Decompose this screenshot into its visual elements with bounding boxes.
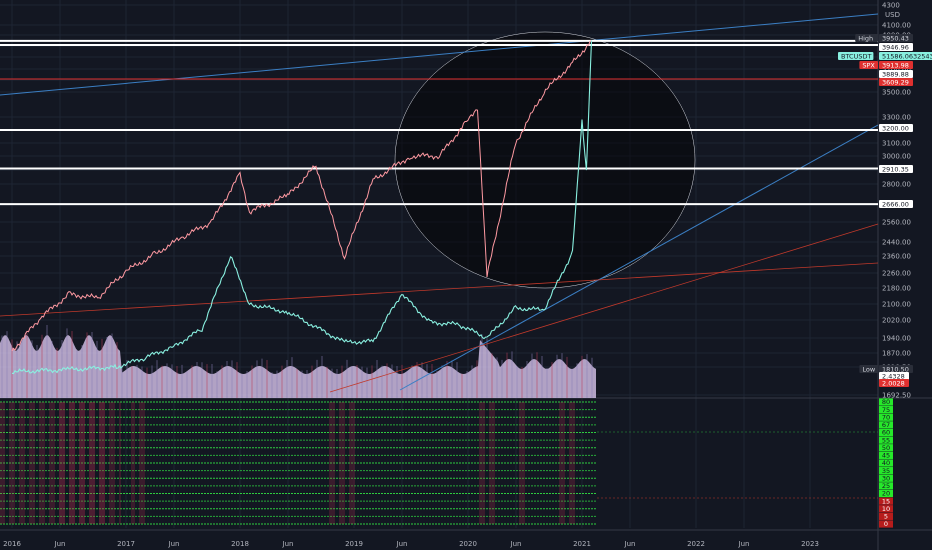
price-tag-value: 3609.29: [882, 78, 909, 86]
oscillator-tick-label: 0: [884, 520, 888, 528]
time-tick-label: 2017: [117, 540, 135, 548]
time-axis[interactable]: 2016 Jun 2017 Jun 2018 Jun 2019 Jun 2020 Jun 2021 J…: [3, 540, 819, 548]
price-tick-label: 3000.00: [882, 153, 911, 161]
price-tick-label: 2020.00: [882, 317, 911, 325]
oscillator-tick-label: 25: [882, 482, 890, 490]
price-tick-label: 3500.00: [882, 89, 911, 97]
oscillator-tick-label: 20: [882, 490, 890, 498]
horizontal-levels: [0, 39, 878, 206]
oscillator-tick-label: 15: [882, 497, 890, 505]
price-tag-value: 2666.00: [882, 200, 909, 208]
oscillator-tick-label: 55: [882, 436, 890, 444]
oscillator-tick-label: 50: [882, 444, 890, 452]
oscillator-pane: [0, 401, 878, 525]
price-tag-label: High: [858, 34, 873, 42]
oscillator-tick-label: 35: [882, 467, 890, 475]
oscillator-tick-label: 80: [882, 398, 890, 406]
price-tag-value: 3200.00: [882, 124, 909, 132]
oscillator-tick-label: 67: [882, 421, 890, 429]
oscillator-tick-label: 70: [882, 413, 890, 421]
time-tick-label: Jun: [738, 540, 750, 548]
price-tag-white: 2910.35: [879, 165, 913, 173]
price-tag-red: 3609.29: [879, 78, 913, 86]
time-tick-label: 2016: [3, 540, 21, 548]
price-tag-white: 3200.00: [879, 124, 913, 132]
price-tick-label: 2260.00: [882, 270, 911, 278]
price-tag-white: 3946.96: [879, 43, 913, 51]
price-tag-label: Low: [862, 365, 875, 373]
time-tick-label: Jun: [54, 540, 66, 548]
oscillator-tick-label: 60: [882, 429, 890, 437]
time-tick-label: 2019: [345, 540, 363, 548]
oscillator-tick-label: 75: [882, 406, 890, 414]
price-series: [11, 40, 593, 375]
price-tick-label: 2800.00: [882, 181, 911, 189]
price-tag-value: 3950.43: [882, 34, 909, 42]
time-tick-label: 2018: [231, 540, 249, 548]
time-tick-label: 2022: [687, 540, 705, 548]
price-tag-label: SPX: [862, 61, 875, 69]
price-tag-white: 3889.88: [879, 70, 913, 78]
time-tick-label: Jun: [396, 540, 408, 548]
price-tag-red: 2.0028: [879, 379, 909, 387]
price-tick-label: 2180.00: [882, 285, 911, 293]
price-tick-label: 3700.00: [882, 66, 911, 74]
price-tick-label: 1870.00: [882, 350, 911, 358]
time-tick-label: 2020: [459, 540, 477, 548]
time-tick-label: Jun: [624, 540, 636, 548]
price-tag-label: BTCUSDT: [841, 52, 871, 60]
price-tag-btc: BTCUSDT 51586.06325435: [838, 52, 932, 60]
oscillator-tick-label: 5: [884, 513, 888, 521]
price-tag-value: 2.0028: [882, 379, 905, 387]
currency-label: USD: [885, 11, 900, 19]
time-tick-label: Jun: [510, 540, 522, 548]
price-tag-white: 2.4328: [879, 372, 909, 380]
time-tick-label: 2023: [801, 540, 819, 548]
price-tag-value: 2910.35: [882, 165, 909, 173]
time-tick-label: Jun: [168, 540, 180, 548]
time-tick-label: 2021: [573, 540, 591, 548]
series-spx[interactable]: [11, 40, 592, 352]
price-tags: High3950.433946.96BTCUSDT51586.06325435S…: [838, 34, 932, 387]
series-btcusdt[interactable]: [11, 40, 593, 375]
price-tag-value: 3913.98: [882, 61, 909, 69]
price-tag-value: 2.4328: [882, 372, 905, 380]
price-tag-high: High 3950.43: [855, 34, 913, 42]
price-tick-label: 2100.00: [882, 301, 911, 309]
trend-lines: [0, 13, 879, 393]
price-tick-label: 1692.50: [882, 392, 911, 400]
price-tag-value: 3946.96: [882, 43, 909, 51]
time-tick-label: Jun: [282, 540, 294, 548]
price-tick-label: 3100.00: [882, 140, 911, 148]
highlight-ellipse: [394, 31, 696, 289]
price-tag-value: 1810.50: [882, 365, 909, 373]
price-tag-value: 3889.88: [882, 70, 909, 78]
oscillator-tick-label: 10: [882, 505, 890, 513]
price-tick-label: 4300: [882, 2, 900, 10]
price-tag-value: 51586.06325435: [882, 52, 932, 60]
price-tick-label: 4100.00: [882, 22, 911, 30]
price-tick-label: 3300.00: [882, 114, 911, 122]
price-tick-label: 2440.00: [882, 239, 911, 247]
oscillator-tick-label: 40: [882, 459, 890, 467]
price-tag-white: 2666.00: [879, 200, 913, 208]
oscillator-tick-label: 45: [882, 452, 890, 460]
price-tick-label: 2360.00: [882, 253, 911, 261]
price-tick-label: 2560.00: [882, 219, 911, 227]
price-tick-label: 1940.00: [882, 335, 911, 343]
price-tag-spx: SPX 3913.98: [859, 61, 913, 69]
price-tag-low: Low 1810.50: [859, 365, 913, 373]
oscillator-tick-label: 30: [882, 474, 890, 482]
